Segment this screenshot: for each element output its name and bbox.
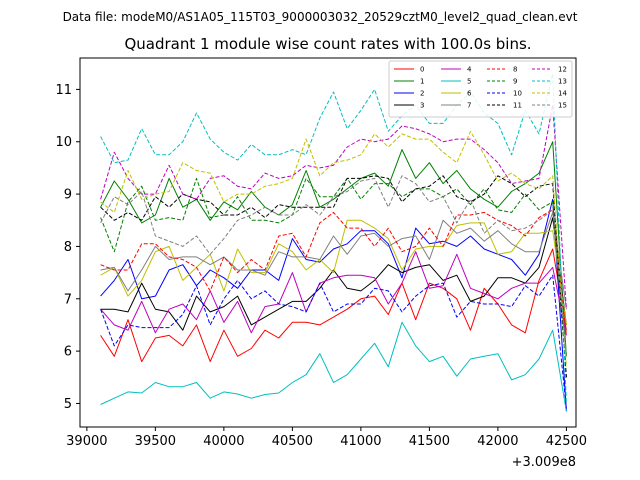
plot-frame — [79, 57, 577, 428]
legend-label-4: 4 — [467, 66, 472, 74]
x-tick-label: 41500 — [409, 434, 450, 449]
series-line-7 — [100, 211, 567, 310]
legend-label-14: 14 — [558, 90, 567, 98]
series-line-4 — [100, 251, 567, 336]
legend-label-0: 0 — [420, 66, 424, 74]
legend-label-11: 11 — [513, 102, 522, 110]
legend-label-5: 5 — [467, 78, 471, 86]
series-line-8 — [100, 209, 567, 336]
y-axis-ticks: 5 6 7 8 9 10 11 — [55, 83, 80, 412]
chart-title: Quadrant 1 module wise count rates with … — [124, 35, 531, 53]
legend-label-1: 1 — [420, 78, 424, 86]
y-tick-label: 7 — [64, 292, 72, 307]
legend-label-9: 9 — [513, 78, 517, 86]
series-line-15 — [100, 175, 567, 357]
legend-label-2: 2 — [420, 90, 424, 98]
legend-label-10: 10 — [513, 90, 522, 98]
legend-label-6: 6 — [467, 90, 472, 98]
x-tick-label: 42000 — [477, 434, 518, 449]
x-tick-label: 42500 — [546, 434, 587, 449]
y-tick-label: 11 — [55, 83, 72, 98]
series-line-13 — [100, 73, 567, 404]
x-axis-ticks: 39000 39500 40000 40500 41000 41500 42000 42500 — [66, 427, 587, 449]
series-line-5 — [100, 321, 567, 412]
x-offset-label: +3.009e8 — [512, 455, 576, 470]
x-tick-label: 40500 — [272, 434, 313, 449]
legend-label-8: 8 — [513, 66, 517, 74]
y-tick-label: 8 — [64, 240, 72, 255]
legend-box — [388, 60, 573, 118]
series-line-1 — [100, 141, 567, 357]
legend-label-12: 12 — [558, 66, 567, 74]
legend-label-13: 13 — [558, 78, 567, 86]
series-line-6 — [100, 219, 567, 325]
legend-label-7: 7 — [467, 102, 471, 110]
y-tick-label: 10 — [55, 135, 72, 150]
series-line-9 — [100, 177, 567, 378]
series-line-0 — [100, 248, 567, 363]
x-tick-label: 39500 — [135, 434, 176, 449]
series-line-2 — [100, 198, 567, 412]
legend-label-3: 3 — [420, 102, 424, 110]
series-line-11 — [100, 175, 567, 378]
chart-suptitle: Data file: modeM0/AS1A05_115T03_90000030… — [63, 10, 578, 24]
y-tick-label: 5 — [64, 397, 72, 412]
y-tick-label: 9 — [64, 188, 72, 203]
series-layer — [100, 73, 567, 412]
x-tick-label: 39000 — [66, 434, 107, 449]
series-line-12 — [100, 104, 567, 310]
x-tick-label: 40000 — [203, 434, 244, 449]
legend-label-15: 15 — [558, 102, 567, 110]
x-tick-label: 41000 — [340, 434, 381, 449]
y-tick-label: 6 — [64, 345, 72, 360]
series-line-3 — [100, 217, 567, 331]
